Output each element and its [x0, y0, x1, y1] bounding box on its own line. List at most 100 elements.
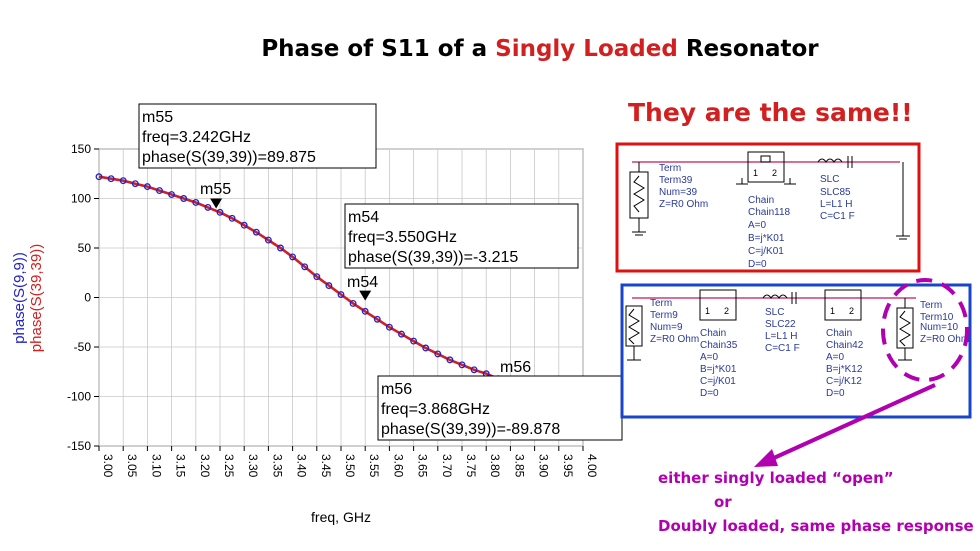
svg-text:2: 2 [772, 168, 777, 178]
svg-text:1: 1 [830, 306, 835, 316]
svg-text:Num=9: Num=9 [650, 322, 683, 333]
series-point-s99 [373, 315, 381, 323]
slide-title: Phase of S11 of a Singly Loaded Resonato… [0, 36, 980, 62]
marker-m56-readout-line: phase(S(39,39))=-89.878 [381, 421, 560, 438]
marker-m54-triangle [359, 290, 372, 301]
x-axis-label: freq, GHz [311, 509, 371, 525]
schematic-top-frame [615, 142, 921, 273]
series-point-s99 [289, 253, 297, 261]
svg-text:SLC85: SLC85 [820, 187, 851, 198]
x-tick-label: 3.05 [125, 454, 139, 478]
annotation-arrow [764, 383, 936, 464]
series-point-s99 [180, 195, 188, 202]
title-highlight: Singly Loaded [495, 36, 678, 62]
svg-text:D=0: D=0 [826, 388, 845, 399]
svg-text:1: 1 [753, 168, 758, 178]
series-point-s99 [410, 337, 418, 345]
chain35-symbol [699, 289, 737, 321]
x-tick-label: 3.45 [319, 454, 333, 478]
svg-text:Chain: Chain [700, 328, 726, 339]
svg-text:D=0: D=0 [748, 259, 767, 270]
y-tick-label: -100 [67, 390, 91, 404]
x-tick-label: 3.60 [391, 454, 405, 478]
chain42-symbol [824, 289, 862, 321]
marker-m54-readout-box [344, 203, 579, 269]
x-tick-label: 3.10 [149, 454, 163, 478]
y-tick-label: 100 [71, 192, 91, 206]
x-tick-label: 3.65 [416, 454, 430, 478]
marker-m55-readout-line: m55 [142, 109, 173, 126]
x-tick-label: 3.75 [464, 454, 478, 478]
x-tick-label: 3.30 [246, 454, 260, 478]
svg-text:Term: Term [920, 300, 942, 311]
schematic-bottom-frame [620, 283, 972, 419]
svg-text:Term10: Term10 [920, 312, 954, 323]
note-line-3: Doubly loaded, same phase response [658, 517, 974, 535]
x-tick-label: 3.25 [222, 454, 236, 478]
term39-symbol [629, 171, 649, 219]
series-point-s99 [349, 299, 357, 307]
term10-symbol [896, 307, 914, 349]
svg-text:B=j*K01: B=j*K01 [748, 233, 785, 244]
term9-symbol [625, 305, 643, 347]
svg-text:SLC22: SLC22 [765, 319, 796, 330]
series-point-s99 [422, 344, 430, 352]
svg-text:Num=10: Num=10 [920, 322, 959, 333]
title-pre: Phase of S11 of a [261, 36, 496, 62]
svg-text:D=0: D=0 [700, 388, 719, 399]
marker-m55-readout-line: phase(S(39,39))=89.875 [142, 149, 316, 166]
marker-m54-readout-line: m54 [348, 209, 379, 226]
series-point-s99 [107, 175, 115, 183]
marker-m55-readout-line: freq=3.242GHz [142, 129, 251, 146]
marker-m56-readout-line: freq=3.868GHz [381, 401, 490, 418]
svg-text:2: 2 [724, 306, 729, 316]
callout-text: They are the same!! [628, 98, 913, 127]
y-tick-label: -150 [67, 439, 91, 453]
series-point-s99 [252, 228, 260, 236]
svg-text:SLC: SLC [820, 174, 839, 185]
marker-m54-readout-line: phase(S(39,39))=-3.215 [348, 249, 518, 266]
series-point-s99 [264, 236, 272, 244]
x-tick-label: 3.90 [537, 454, 551, 478]
svg-text:C=j/K01: C=j/K01 [748, 246, 784, 257]
svg-text:Chain: Chain [748, 195, 774, 206]
y-axis-label-s99: phase(S(9,9)) [11, 252, 28, 344]
svg-text:L=L1 H: L=L1 H [820, 199, 853, 210]
series-point-s99 [95, 173, 103, 181]
series-point-s99 [398, 330, 405, 338]
x-tick-label: 3.15 [174, 454, 188, 478]
series-point-s99 [277, 244, 284, 252]
annotation-arrowhead [754, 449, 778, 467]
svg-text:C=j/K12: C=j/K12 [826, 376, 862, 387]
svg-text:Term9: Term9 [650, 310, 678, 321]
term39-name: Term39 [659, 175, 693, 186]
x-tick-label: 3.20 [198, 454, 212, 478]
series-point-s99 [325, 282, 333, 290]
y-tick-label: 150 [71, 142, 91, 156]
series-point-s99 [385, 323, 393, 331]
schematic-top: Term Term39 Num=39 Z=R0 Ohm 1 2 Chain Ch… [615, 142, 921, 273]
term39-title: Term [659, 163, 681, 174]
marker-m54-readout-line: freq=3.550GHz [348, 229, 457, 246]
svg-text:Term: Term [650, 298, 672, 309]
svg-text:1: 1 [705, 306, 710, 316]
svg-text:L=L1 H: L=L1 H [765, 331, 798, 342]
series-point-s99 [143, 183, 151, 191]
series-point-s99 [458, 361, 466, 369]
title-post: Resonator [677, 36, 819, 62]
slc22-inductor [762, 294, 788, 299]
series-point-s99 [313, 273, 321, 281]
y-tick-label: 50 [78, 241, 92, 255]
y-tick-label: 0 [84, 291, 91, 305]
chain118-symbol [747, 151, 785, 183]
x-tick-label: 3.55 [367, 454, 381, 478]
svg-text:B=j*K01: B=j*K01 [700, 364, 737, 375]
x-tick-label: 3.00 [101, 454, 115, 478]
svg-text:A=0: A=0 [826, 352, 845, 363]
series-point-s99 [156, 187, 163, 195]
x-tick-label: 4.00 [585, 454, 599, 478]
note-line-1: either singly loaded “open” [658, 469, 894, 487]
series-point-s99 [228, 214, 236, 222]
svg-text:C=C1 F: C=C1 F [765, 343, 800, 354]
